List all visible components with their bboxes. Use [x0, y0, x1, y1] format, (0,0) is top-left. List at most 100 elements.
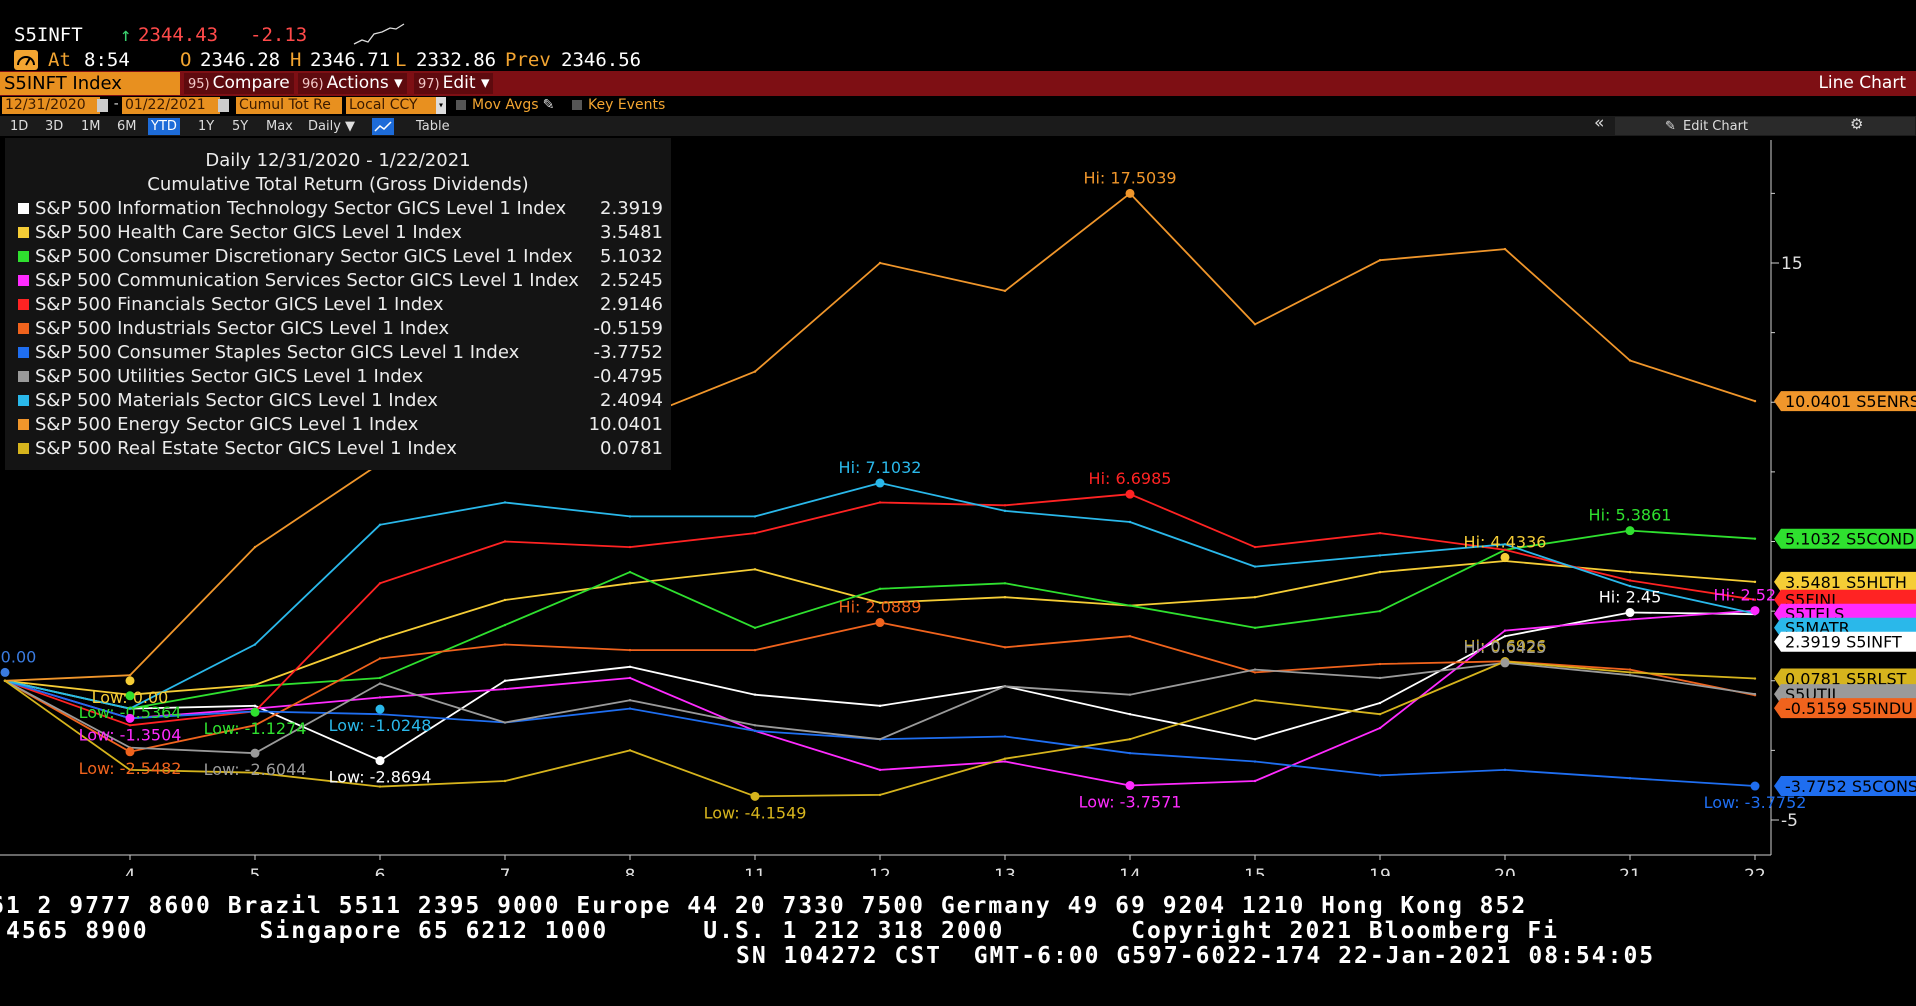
legend-item[interactable]: S&P 500 Information Technology Sector GI…: [13, 198, 663, 220]
chart-type-label: Line Chart: [1818, 73, 1906, 93]
extreme-label: Low: -2.5482: [79, 759, 182, 778]
range-5y[interactable]: 5Y: [232, 119, 249, 134]
calendar-icon[interactable]: [218, 99, 229, 112]
legend-item[interactable]: S&P 500 Materials Sector GICS Level 1 In…: [13, 390, 663, 412]
data-point: [128, 724, 132, 727]
line-chart-icon[interactable]: [372, 118, 394, 135]
start-date-field[interactable]: 12/31/2020: [2, 97, 100, 114]
data-point: [1253, 545, 1257, 549]
legend-swatch: [18, 443, 29, 454]
mov-avgs-toggle[interactable]: Mov Avgs ✎: [456, 97, 554, 114]
high-value: 2346.71: [310, 49, 391, 71]
checkbox-icon[interactable]: [456, 100, 466, 110]
legend-item[interactable]: S&P 500 Real Estate Sector GICS Level 1 …: [13, 438, 663, 460]
extreme-marker: [1125, 188, 1135, 198]
range-1d[interactable]: 1D: [10, 119, 29, 134]
data-point: [1628, 570, 1632, 574]
frequency-select[interactable]: Daily ▼: [308, 119, 356, 134]
legend-item[interactable]: S&P 500 Communication Services Sector GI…: [13, 270, 663, 292]
extreme-label: Hi: 5.3861: [1589, 506, 1672, 525]
x-tick-label: 14: [1119, 866, 1141, 876]
extreme-label: Hi: 7.1032: [839, 458, 922, 477]
compare-button[interactable]: 95) Compare: [184, 73, 294, 94]
y-tick-label: 15: [1781, 254, 1803, 274]
extreme-label: Low: -3.7752: [1704, 793, 1807, 812]
range-6m[interactable]: 6M: [117, 119, 137, 134]
x-tick-label: 12: [869, 866, 891, 876]
gear-icon[interactable]: ⚙: [1850, 115, 1864, 133]
legend-item[interactable]: S&P 500 Consumer Discretionary Sector GI…: [13, 246, 663, 268]
extreme-marker: [375, 704, 385, 714]
open-label: O: [180, 49, 192, 71]
legend-series-name: S&P 500 Industrials Sector GICS Level 1 …: [35, 318, 450, 339]
x-tick-label: 13: [994, 866, 1016, 876]
data-point: [1628, 673, 1632, 677]
data-point: [628, 665, 632, 669]
data-point: [378, 682, 382, 685]
extreme-marker: [125, 713, 135, 723]
actions-button[interactable]: 96) Actions ▾: [298, 73, 407, 94]
value-tag: 0.0781 S5RLST: [1774, 668, 1916, 689]
end-date-field[interactable]: 01/22/2021: [122, 97, 220, 114]
legend-item[interactable]: S&P 500 Consumer Staples Sector GICS Lev…: [13, 342, 663, 364]
range-1y[interactable]: 1Y: [198, 119, 215, 134]
data-point: [1253, 626, 1257, 630]
pencil-icon[interactable]: ✎: [542, 97, 555, 113]
x-tick-label: 11: [744, 866, 766, 876]
value-tag: -0.5159 S5INDU: [1774, 698, 1916, 719]
x-tick-label: 7: [500, 866, 511, 876]
legend-series-name: S&P 500 Information Technology Sector GI…: [35, 198, 567, 219]
legend-item[interactable]: S&P 500 Utilities Sector GICS Level 1 In…: [13, 366, 663, 388]
extreme-marker: [1625, 608, 1635, 618]
at-label: At: [48, 49, 71, 71]
data-point: [1378, 662, 1382, 666]
value-tag: -3.7752 S5CONS: [1774, 776, 1916, 797]
legend-item[interactable]: S&P 500 Health Care Sector GICS Level 1 …: [13, 222, 663, 244]
up-arrow-icon: ↑: [120, 24, 132, 46]
edit-chart-button[interactable]: Edit Chart: [1683, 119, 1749, 134]
legend-item[interactable]: S&P 500 Industrials Sector GICS Level 1 …: [13, 318, 663, 340]
legend-series-value: 2.5245: [600, 270, 663, 291]
gauge-icon[interactable]: [14, 50, 38, 70]
chevron-down-icon[interactable]: ▾: [436, 97, 446, 114]
chart-subtitle: Cumulative Total Return (Gross Dividends…: [147, 174, 529, 195]
legend-swatch: [18, 323, 29, 334]
security-field[interactable]: S5INFT Index: [0, 72, 180, 95]
data-point: [1003, 289, 1007, 293]
legend-series-value: 3.5481: [600, 222, 663, 243]
footer-copyright-line: 4565 8900 Singapore 65 6212 1000 U.S. 1 …: [6, 918, 1560, 944]
range-ytd[interactable]: YTD: [148, 118, 180, 135]
table-button[interactable]: Table: [416, 119, 450, 134]
checkbox-icon[interactable]: [572, 100, 582, 110]
legend-item[interactable]: S&P 500 Financials Sector GICS Level 1 I…: [13, 294, 663, 316]
data-point: [1253, 565, 1257, 568]
data-point: [1253, 699, 1257, 702]
range-3d[interactable]: 3D: [45, 119, 64, 134]
x-tick-label: 6: [375, 866, 386, 876]
data-point: [1378, 531, 1382, 535]
data-point: [753, 370, 757, 373]
legend-series-value: 0.0781: [600, 438, 663, 459]
return-type-select[interactable]: Cumul Tot Re: [236, 97, 342, 114]
data-point: [1503, 629, 1507, 632]
data-point: [1003, 596, 1007, 599]
range-max[interactable]: Max: [266, 119, 293, 134]
key-events-toggle[interactable]: Key Events: [572, 97, 665, 114]
edit-chart-bar: [1615, 117, 1915, 135]
prev-value: 2346.56: [561, 49, 642, 71]
extreme-marker: [875, 478, 885, 488]
extreme-marker: [1125, 780, 1135, 790]
currency-select[interactable]: Local CCY: [346, 97, 442, 114]
data-point: [3, 679, 7, 682]
data-point: [753, 648, 757, 652]
data-point: [1378, 726, 1382, 730]
legend-series-name: S&P 500 Communication Services Sector GI…: [35, 270, 579, 291]
legend-item[interactable]: S&P 500 Energy Sector GICS Level 1 Index…: [13, 414, 663, 436]
pencil-icon[interactable]: ✎: [1665, 119, 1676, 134]
edit-button[interactable]: 97) Edit ▾: [414, 73, 494, 94]
range-1m[interactable]: 1M: [81, 119, 101, 134]
collapse-icon[interactable]: «: [1594, 113, 1605, 133]
calendar-icon[interactable]: [97, 99, 108, 112]
extreme-marker: [0, 667, 10, 677]
data-point: [753, 531, 757, 535]
